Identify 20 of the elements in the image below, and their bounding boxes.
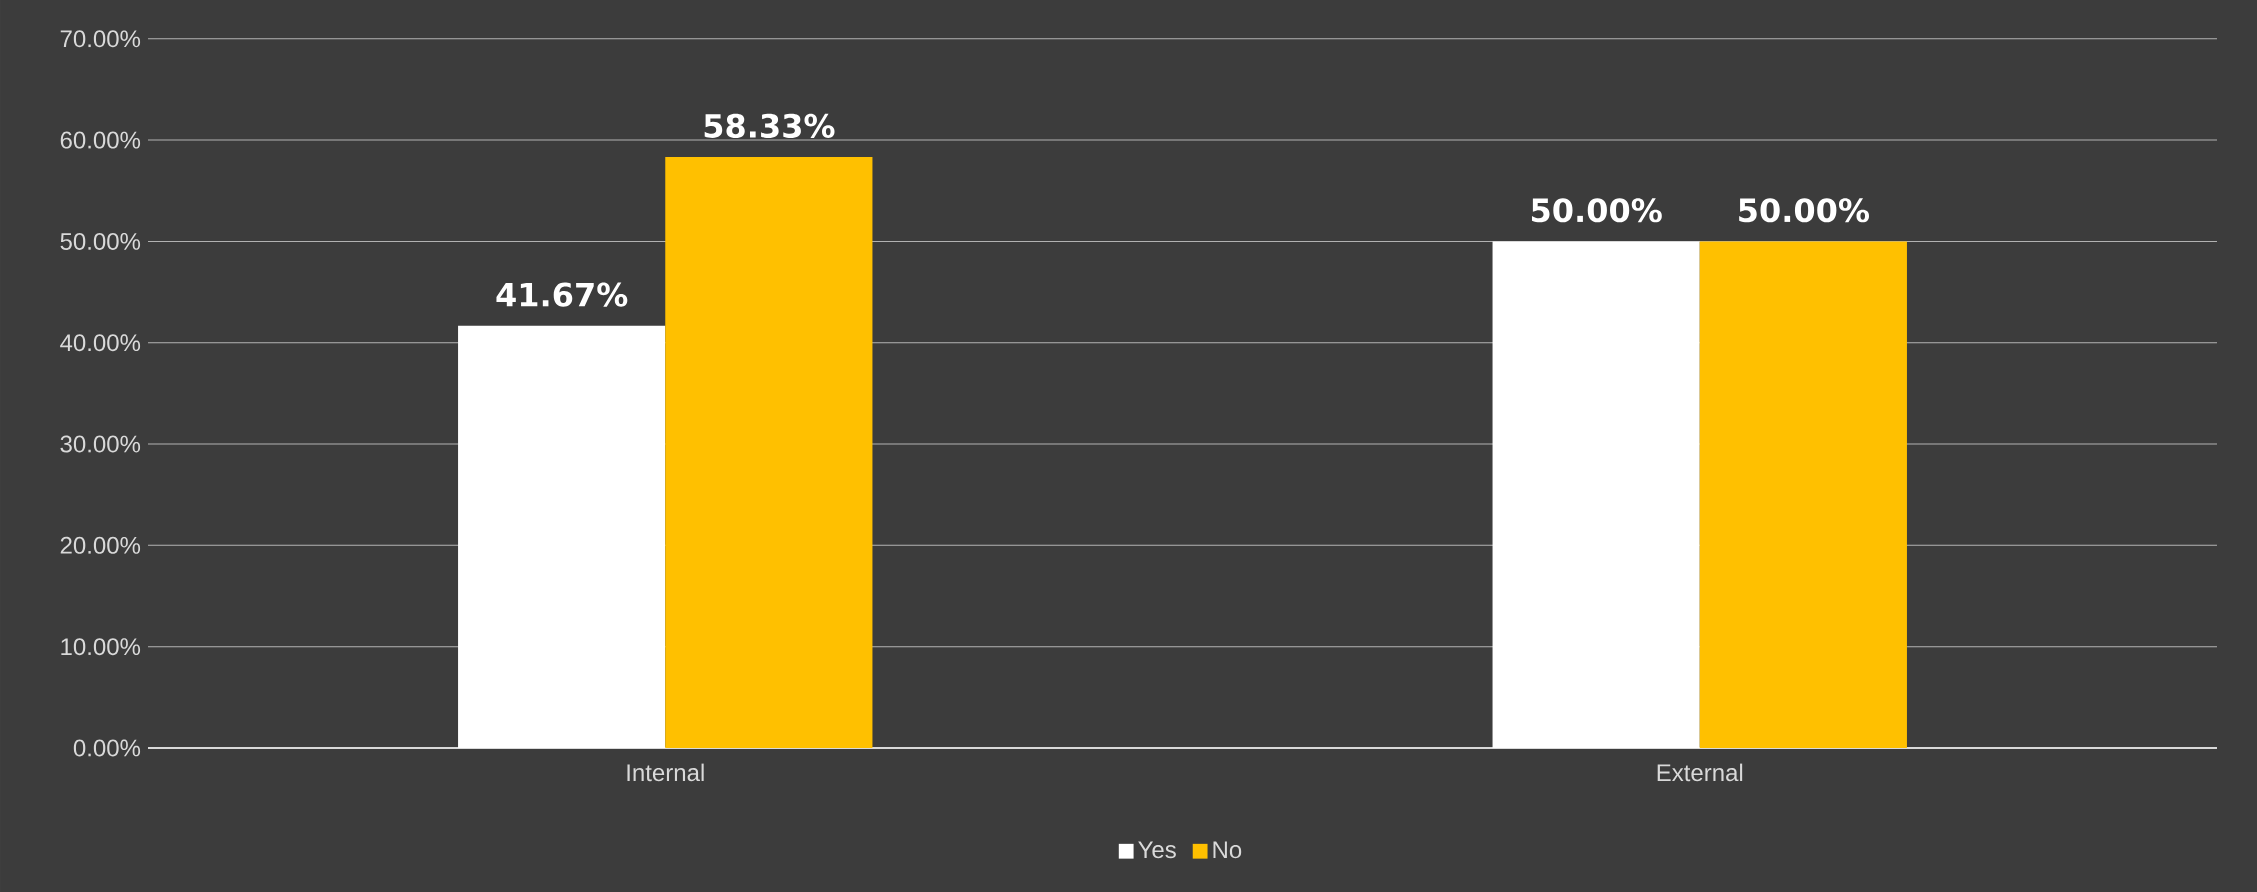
data-label: 41.67%: [496, 282, 628, 307]
data-label: 58.33%: [704, 113, 835, 138]
data-label: 50.00%: [1739, 198, 1870, 223]
y-tick-label: 60.00%: [60, 131, 141, 149]
bar: [665, 157, 873, 748]
y-tick-label: 30.00%: [60, 435, 141, 453]
x-tick-label: Internal: [627, 763, 704, 782]
y-tick-label: 70.00%: [60, 30, 141, 48]
legend-label: Yes: [1138, 841, 1176, 859]
x-tick-label: External: [1657, 763, 1743, 782]
bar: [1492, 241, 1700, 748]
y-tick-label: 20.00%: [60, 536, 141, 554]
legend-label: No: [1213, 841, 1242, 859]
y-tick-label: 0.00%: [73, 739, 141, 757]
y-tick-label: 50.00%: [60, 232, 141, 250]
y-tick-label: 40.00%: [60, 334, 141, 352]
bar: [1699, 241, 1907, 748]
data-label: 50.00%: [1531, 198, 1662, 223]
bar: [458, 325, 666, 748]
y-tick-label: 10.00%: [61, 638, 141, 656]
